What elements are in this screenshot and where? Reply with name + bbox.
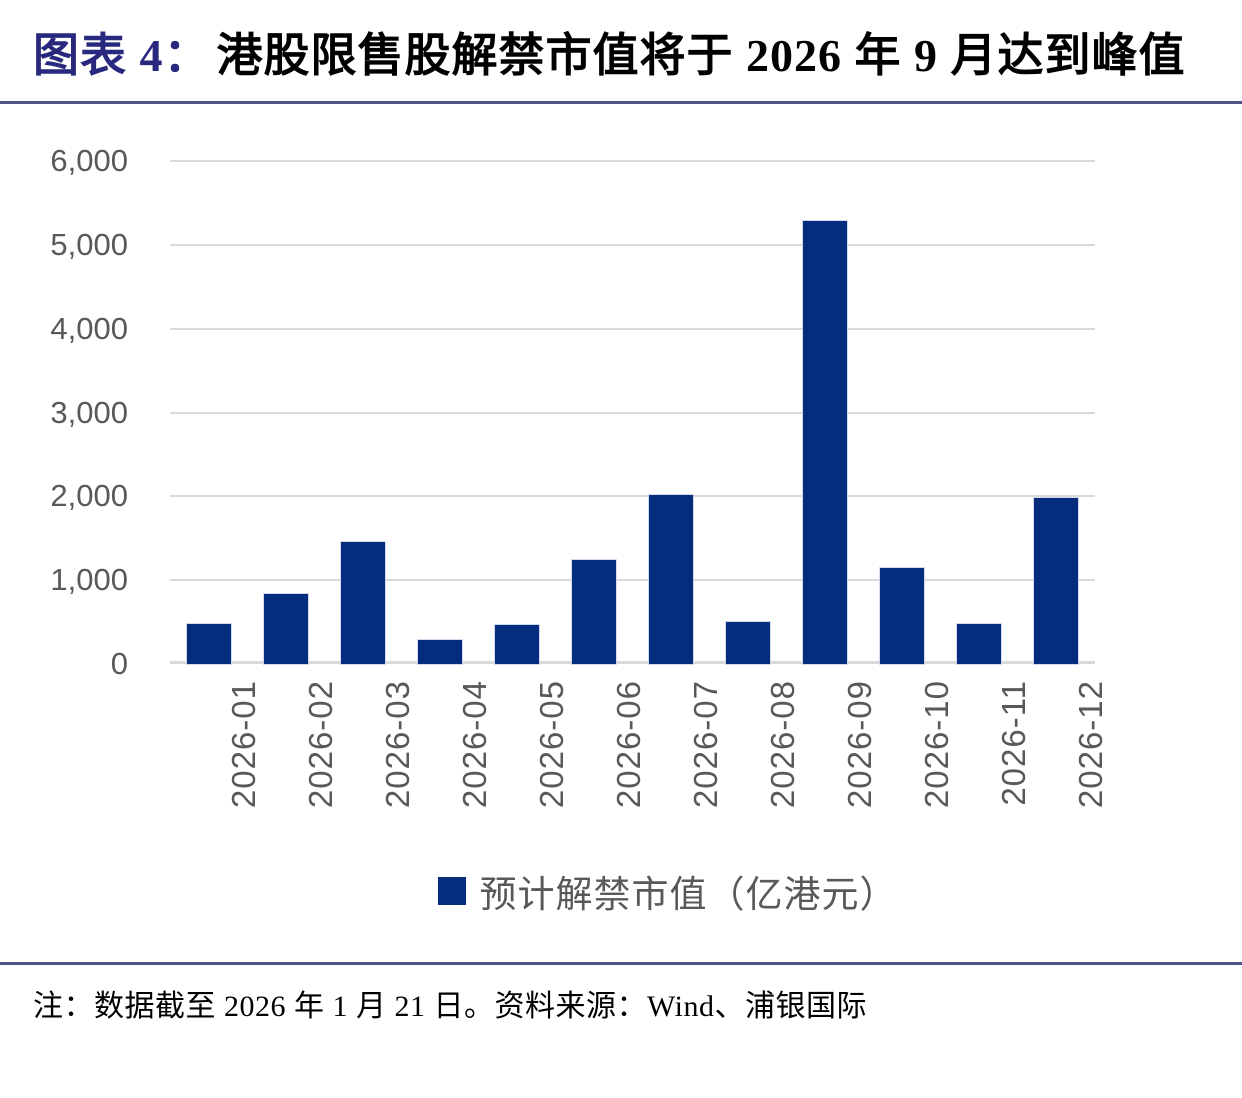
bar-2026-01 [186, 623, 231, 664]
plot-area [170, 160, 1095, 664]
x-label-slot: 2026-12 [1053, 680, 1130, 808]
bar-2026-12 [1034, 497, 1079, 664]
x-tick-label: 2026-01 [224, 680, 262, 809]
bar-slot [324, 541, 401, 664]
x-label-slot: 2026-05 [513, 680, 590, 808]
gridline-6000 [170, 160, 1095, 162]
footer-separator [0, 962, 1242, 965]
gridline-5000 [170, 243, 1095, 246]
legend-label: 预计解禁市值（亿港元） [479, 875, 898, 916]
bar-2026-10 [880, 568, 925, 664]
y-tick-label: 0 [110, 646, 128, 681]
y-axis: 0 1,000 2,000 3,000 4,000 5,000 6,000 [0, 143, 170, 681]
bar-slot [787, 220, 864, 664]
bar-2026-06 [571, 560, 616, 664]
x-label-slot: 2026-08 [745, 680, 822, 808]
y-tick-label: 5,000 [50, 226, 128, 262]
x-label-slot: 2026-01 [205, 680, 282, 808]
legend-marker-square [437, 877, 466, 905]
x-label-slot: 2026-09 [822, 680, 899, 808]
gridline-4000 [170, 327, 1095, 330]
bar-slot [555, 560, 632, 664]
y-tick-label: 4,000 [50, 310, 128, 346]
bar-2026-02 [263, 594, 308, 664]
y-tick-label: 2,000 [50, 478, 128, 514]
bar-slot [710, 621, 787, 664]
footnote: 注：数据截至 2026 年 1 月 21 日。资料来源：Wind、浦银国际 [33, 990, 867, 1023]
title-separator [0, 101, 1242, 104]
x-tick-label: 2026-03 [378, 680, 416, 809]
x-label-slot: 2026-03 [359, 680, 436, 808]
x-tick-label: 2026-04 [455, 680, 493, 809]
x-tick-label: 2026-07 [687, 680, 724, 809]
x-tick-label: 2026-02 [301, 680, 339, 809]
y-tick-label: 3,000 [50, 394, 128, 430]
bar-slot [632, 494, 709, 664]
y-tick-label: 6,000 [50, 143, 128, 178]
figure-title-text: 港股限售股解禁市值将于 2026 年 9 月达到峰值 [216, 30, 1186, 81]
gridline-1000 [170, 579, 1095, 582]
x-tick-label: 2026-08 [764, 680, 802, 809]
bar-slot [170, 623, 247, 664]
bar-slot [478, 625, 555, 664]
figure-number: 图表 4： [33, 30, 211, 81]
bar-2026-08 [726, 621, 771, 664]
bar-slot [864, 568, 941, 664]
x-tick-label: 2026-11 [995, 680, 1033, 806]
bar-slot [401, 639, 478, 664]
x-tick-label: 2026-05 [532, 680, 570, 809]
x-tick-label: 2026-06 [609, 680, 647, 809]
bar-2026-03 [340, 541, 385, 664]
x-label-slot: 2026-02 [282, 680, 359, 808]
bar-2026-05 [494, 625, 539, 664]
gridline-3000 [170, 411, 1095, 414]
x-label-slot: 2026-11 [976, 680, 1053, 806]
x-label-slot: 2026-04 [436, 680, 513, 808]
bar-slot [247, 594, 324, 664]
bar-2026-07 [649, 494, 693, 664]
x-tick-label: 2026-10 [918, 680, 956, 809]
y-tick-label: 1,000 [50, 562, 128, 598]
legend: 预计解禁市值（亿港元） [205, 864, 1130, 918]
bar-2026-09 [803, 220, 848, 664]
x-tick-label: 2026-09 [841, 680, 879, 809]
bar-2026-11 [957, 624, 1002, 664]
x-axis: 2026-01 2026-02 2026-03 2026-04 2026-05 2026-… [205, 680, 1130, 858]
bar-chart: 0 1,000 2,000 3,000 4,000 5,000 6,000 [0, 143, 1242, 681]
x-label-slot: 2026-10 [899, 680, 976, 808]
x-tick-label: 2026-12 [1072, 680, 1110, 809]
bar-slot [941, 624, 1018, 664]
figure-title: 图表 4： 港股限售股解禁市值将于 2026 年 9 月达到峰值 [33, 26, 1208, 85]
x-label-slot: 2026-06 [590, 680, 667, 808]
bar-slot [1018, 497, 1095, 664]
bar-2026-04 [417, 639, 462, 664]
gridline-0 [170, 661, 1095, 664]
x-label-slot: 2026-07 [667, 680, 744, 808]
bars-container [170, 161, 1095, 664]
gridline-2000 [170, 495, 1095, 498]
